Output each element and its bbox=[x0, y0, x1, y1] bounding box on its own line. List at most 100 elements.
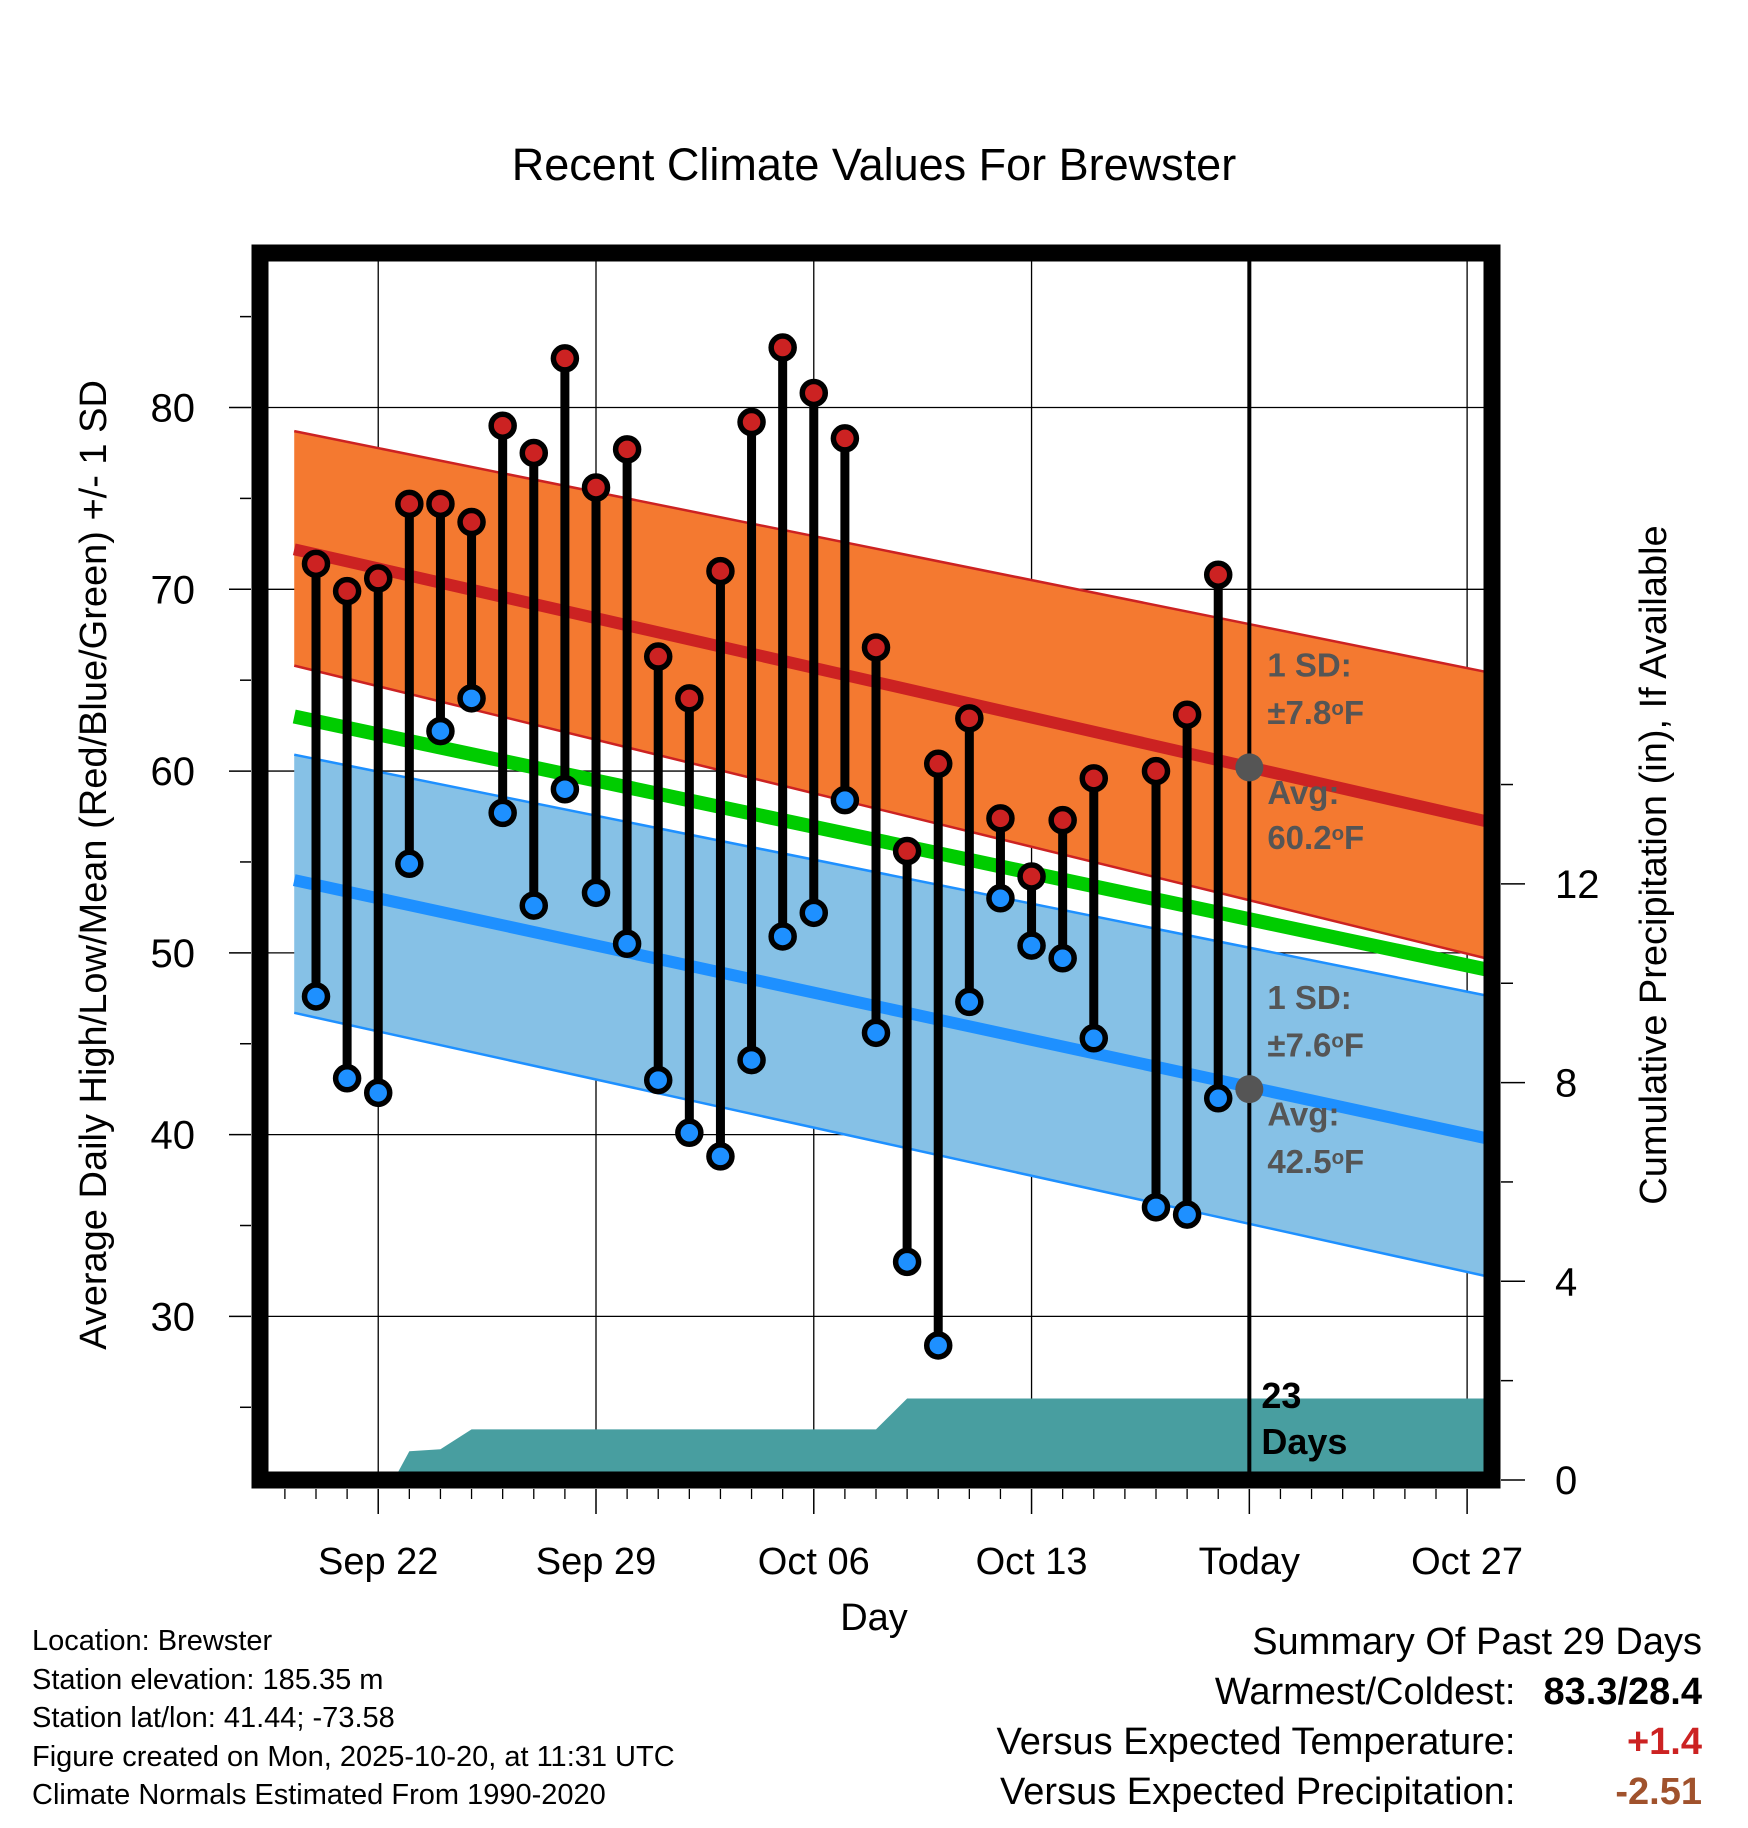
summary-panel: Summary Of Past 29 Days Warmest/Coldest:… bbox=[997, 1617, 1702, 1817]
y-tick-label: 40 bbox=[151, 1114, 196, 1158]
x-tick-label: Oct 27 bbox=[1411, 1541, 1523, 1583]
daily-low-point bbox=[706, 1142, 735, 1171]
daily-low-point bbox=[643, 1065, 673, 1095]
daily-high-point bbox=[675, 684, 704, 713]
daily-high-point bbox=[955, 704, 984, 733]
y-axis-label: Average Daily High/Low/Mean (Red/Blue/Gr… bbox=[73, 380, 115, 1350]
low-sd-value: ±7.6oF bbox=[1267, 1026, 1364, 1063]
station-info: Location: Brewster Station elevation: 18… bbox=[32, 1622, 675, 1815]
daily-low-point bbox=[612, 929, 642, 959]
daily-high-point bbox=[332, 576, 362, 606]
daily-high-point bbox=[1141, 756, 1171, 786]
daily-low-point bbox=[581, 878, 611, 908]
high-avg-label: Avg: bbox=[1267, 774, 1339, 811]
daily-low-point bbox=[550, 774, 580, 804]
x-tick-label: Oct 06 bbox=[758, 1541, 870, 1583]
low-sd-band-lower bbox=[293, 1011, 1492, 1279]
precip-value: -2.51 bbox=[1615, 1771, 1702, 1813]
daily-low-point bbox=[519, 891, 549, 920]
plot-area: 1 SD: ±7.8oF Avg: 60.2oF 1 SD: ±7.6oF Avg: 42.5… bbox=[151, 244, 1600, 1583]
x-tick-label: Today bbox=[1199, 1541, 1300, 1583]
x-tick-label: Sep 22 bbox=[318, 1541, 438, 1583]
temp-value: +1.4 bbox=[1626, 1721, 1702, 1763]
x-tick-label: Sep 29 bbox=[536, 1541, 656, 1583]
daily-high-point bbox=[892, 836, 922, 866]
daily-high-point bbox=[426, 489, 455, 519]
y2-axis-label: Cumulative Precipitation (in), If Availa… bbox=[1633, 525, 1675, 1204]
daily-low-point bbox=[830, 785, 860, 815]
low-avg-label: Avg: bbox=[1267, 1096, 1339, 1133]
y2-tick-label: 12 bbox=[1555, 863, 1600, 907]
daily-low-point bbox=[892, 1247, 922, 1277]
y-tick-label: 80 bbox=[151, 387, 196, 431]
daily-low-point bbox=[457, 684, 486, 713]
daily-low-point bbox=[426, 716, 455, 746]
daily-high-point bbox=[301, 549, 331, 579]
warm-cold-label: Warmest/Coldest: bbox=[1214, 1671, 1516, 1713]
daily-high-point bbox=[519, 438, 549, 468]
daily-high-point bbox=[1079, 764, 1109, 793]
y2-tick-label: 0 bbox=[1555, 1459, 1577, 1503]
daily-low-point bbox=[986, 884, 1015, 913]
summary-precip: Versus Expected Precipitation: -2.51 bbox=[997, 1767, 1702, 1817]
temp-label: Versus Expected Temperature: bbox=[996, 1721, 1516, 1763]
y2-tick-label: 4 bbox=[1555, 1260, 1577, 1304]
summary-warm-cold: Warmest/Coldest: 83.3/28.4 bbox=[997, 1667, 1702, 1717]
daily-low-point bbox=[1017, 931, 1046, 960]
warm-cold-value: 83.3/28.4 bbox=[1543, 1671, 1702, 1713]
latlon-text: Station lat/lon: 41.44; -73.58 bbox=[32, 1702, 395, 1734]
daily-high-point bbox=[363, 564, 393, 593]
x-axis-label: Day bbox=[840, 1597, 908, 1639]
created-text: Figure created on Mon, 2025-10-20, at 11… bbox=[32, 1740, 675, 1773]
daily-low-point bbox=[1079, 1024, 1109, 1053]
high-avg-point bbox=[1235, 753, 1264, 782]
daily-high-point bbox=[923, 749, 953, 779]
daily-high-point bbox=[986, 804, 1015, 833]
daily-high-point bbox=[1172, 700, 1202, 729]
high-sd-label: 1 SD: bbox=[1267, 647, 1351, 684]
normals-text: Climate Normals Estimated From 1990-2020 bbox=[32, 1779, 606, 1811]
daily-high-point bbox=[768, 333, 797, 362]
daily-low-point bbox=[363, 1078, 393, 1108]
daily-high-point bbox=[737, 407, 766, 437]
daily-low-point bbox=[737, 1045, 766, 1075]
daily-high-point bbox=[612, 435, 642, 464]
precip-label: Versus Expected Precipitation: bbox=[1000, 1771, 1516, 1813]
daily-high-point bbox=[643, 642, 673, 671]
daily-high-point bbox=[457, 507, 486, 537]
plot-interior bbox=[260, 253, 1492, 1480]
daily-high-point bbox=[1203, 560, 1233, 589]
elevation-text: Station elevation: 185.35 m bbox=[32, 1663, 384, 1696]
days-label: Days bbox=[1261, 1421, 1347, 1462]
high-avg-value: 60.2oF bbox=[1267, 819, 1364, 856]
low-avg-value: 42.5oF bbox=[1267, 1143, 1364, 1180]
summary-temp: Versus Expected Temperature: +1.4 bbox=[997, 1717, 1702, 1767]
daily-low-point bbox=[488, 798, 517, 828]
daily-low-point bbox=[1203, 1084, 1233, 1113]
chart-title: Recent Climate Values For Brewster bbox=[512, 139, 1236, 190]
high-sd-value: ±7.8oF bbox=[1267, 694, 1364, 731]
daily-low-point bbox=[1141, 1193, 1171, 1222]
daily-low-point bbox=[301, 982, 331, 1011]
daily-low-point bbox=[799, 898, 829, 928]
y2-tick-label: 8 bbox=[1555, 1062, 1577, 1106]
daily-low-point bbox=[955, 987, 984, 1017]
daily-low-point bbox=[395, 849, 424, 879]
daily-high-point bbox=[830, 424, 860, 453]
daily-high-point bbox=[861, 633, 891, 662]
low-avg-point bbox=[1235, 1075, 1264, 1104]
daily-high-point bbox=[550, 344, 580, 373]
y-tick-label: 70 bbox=[151, 568, 196, 612]
daily-low-point bbox=[923, 1331, 953, 1360]
location-text: Location: Brewster bbox=[32, 1625, 273, 1657]
low-mean-line bbox=[292, 874, 1492, 1146]
y-tick-label: 30 bbox=[151, 1295, 196, 1339]
daily-low-point bbox=[768, 922, 797, 951]
daily-high-point bbox=[706, 556, 735, 586]
summary-title: Summary Of Past 29 Days bbox=[1252, 1621, 1702, 1663]
x-tick-label: Oct 13 bbox=[976, 1541, 1088, 1583]
daily-low-point bbox=[332, 1064, 362, 1093]
daily-high-point bbox=[488, 411, 517, 440]
daily-high-point bbox=[1048, 805, 1077, 835]
